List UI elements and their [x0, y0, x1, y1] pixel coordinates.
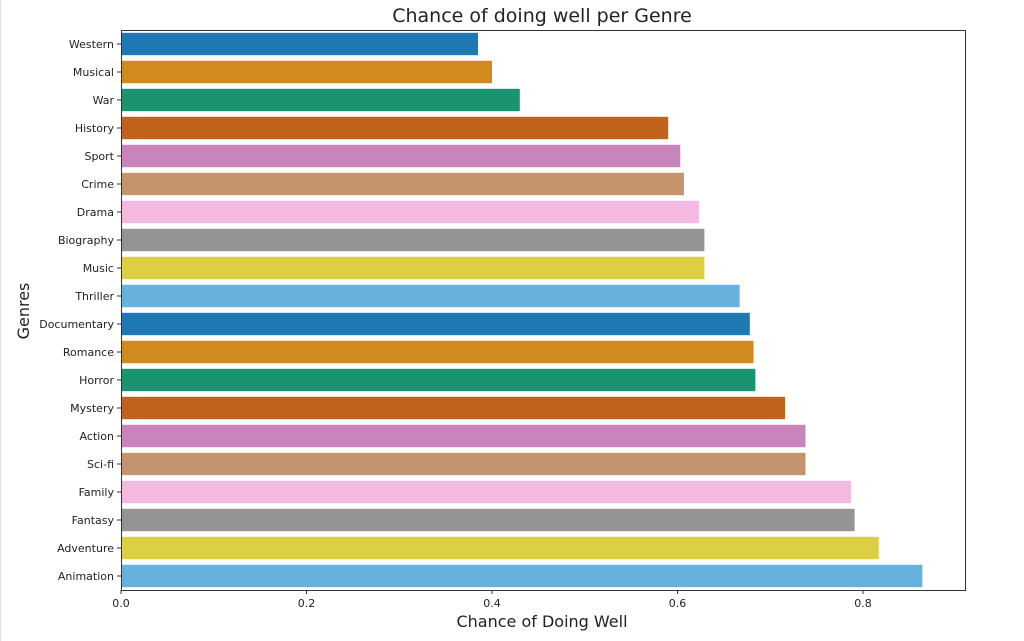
y-axis-label: Genres	[14, 283, 33, 340]
bar-family	[121, 480, 851, 504]
bar-romance	[121, 340, 754, 364]
x-tick-label: 0.4	[483, 597, 501, 610]
bar-musical	[121, 60, 492, 84]
y-tick-label-war: War	[93, 94, 115, 107]
bar-crime	[121, 172, 684, 196]
x-tick-label: 0.0	[112, 597, 130, 610]
y-tick-label-documentary: Documentary	[39, 318, 114, 331]
x-tick-label: 0.2	[298, 597, 316, 610]
bar-drama	[121, 200, 699, 224]
y-tick-label-fantasy: Fantasy	[72, 514, 115, 527]
y-tick-label-thriller: Thriller	[74, 290, 114, 303]
y-tick-label-drama: Drama	[77, 206, 114, 219]
bar-action	[121, 424, 806, 448]
bar-fantasy	[121, 508, 855, 532]
bar-sport	[121, 144, 681, 168]
chart-title: Chance of doing well per Genre	[392, 5, 692, 27]
y-tick-label-crime: Crime	[81, 178, 114, 191]
plot-frame	[121, 30, 966, 591]
y-tick-label-western: Western	[69, 38, 114, 51]
bars-group	[121, 32, 923, 588]
y-tick-label-sport: Sport	[84, 150, 114, 163]
bar-music	[121, 256, 705, 280]
bar-adventure	[121, 536, 879, 560]
bar-history	[121, 116, 669, 140]
y-tick-label-history: History	[75, 122, 115, 135]
bar-documentary	[121, 312, 750, 336]
bar-war	[121, 88, 520, 112]
bar-mystery	[121, 396, 786, 420]
bar-thriller	[121, 284, 740, 308]
x-ticks-group: 0.0 0.2 0.4 0.6 0.8	[112, 590, 872, 610]
y-tick-label-biography: Biography	[58, 234, 115, 247]
bar-animation	[121, 564, 923, 588]
bar-sci-fi	[121, 452, 806, 476]
y-tick-label-mystery: Mystery	[70, 402, 114, 415]
y-tick-label-sci-fi: Sci-fi	[87, 458, 114, 471]
y-tick-label-adventure: Adventure	[57, 542, 114, 555]
y-tick-label-family: Family	[79, 486, 115, 499]
y-tick-label-musical: Musical	[73, 66, 114, 79]
y-tick-label-horror: Horror	[79, 374, 114, 387]
page-left-rule	[0, 0, 1, 641]
y-tick-label-romance: Romance	[63, 346, 114, 359]
x-axis-label: Chance of Doing Well	[456, 612, 627, 631]
bar-horror	[121, 368, 756, 392]
y-ticks-group: Western Musical War History Sport Crime Drama B…	[39, 38, 121, 583]
x-tick-label: 0.6	[669, 597, 687, 610]
y-tick-label-action: Action	[80, 430, 114, 443]
x-tick-label: 0.8	[854, 597, 872, 610]
bar-biography	[121, 228, 705, 252]
y-tick-label-animation: Animation	[58, 570, 114, 583]
bar-western	[121, 32, 479, 56]
y-tick-label-music: Music	[83, 262, 114, 275]
